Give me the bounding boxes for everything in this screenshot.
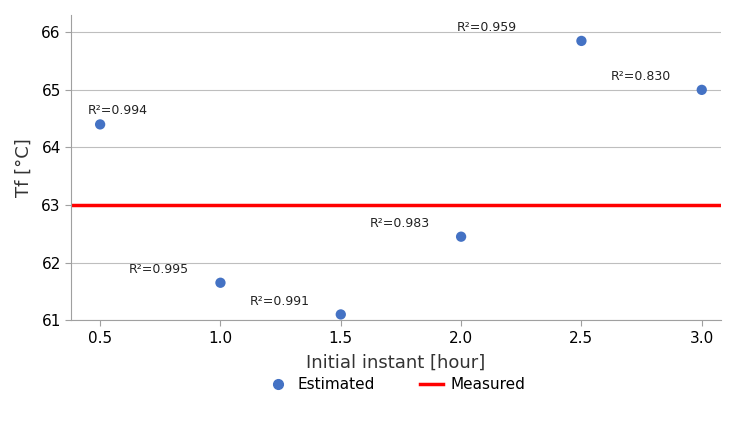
Text: R²=0.995: R²=0.995: [129, 263, 189, 276]
Text: R²=0.959: R²=0.959: [456, 21, 517, 34]
Point: [455, 233, 467, 240]
Text: R²=0.830: R²=0.830: [610, 70, 670, 83]
Point: [576, 37, 587, 45]
Text: R²=0.994: R²=0.994: [88, 104, 148, 117]
Point: [696, 86, 707, 93]
Y-axis label: Tf [°C]: Tf [°C]: [15, 138, 33, 197]
X-axis label: Initial instant [hour]: Initial instant [hour]: [306, 354, 486, 372]
Point: [215, 279, 227, 286]
Point: [94, 121, 106, 128]
Point: [335, 311, 347, 318]
Legend: Estimated, Measured: Estimated, Measured: [261, 371, 532, 398]
Text: R²=0.983: R²=0.983: [369, 217, 430, 230]
Text: R²=0.991: R²=0.991: [250, 294, 309, 307]
